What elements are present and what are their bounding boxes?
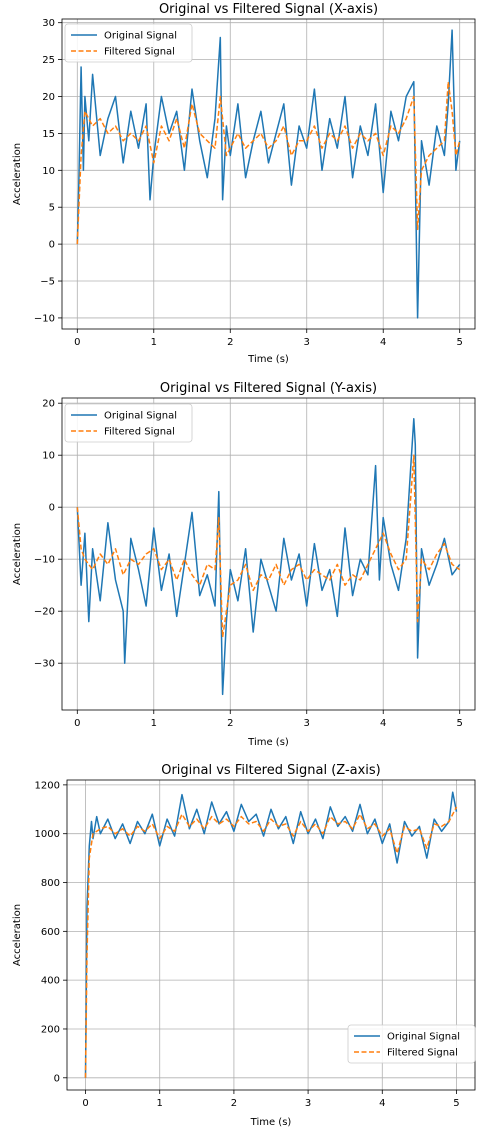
- y-tick-label: 30: [42, 18, 55, 29]
- y-tick-label: 15: [42, 129, 55, 140]
- series-line-original: [84, 791, 458, 1078]
- x-tick-label: 3: [305, 1098, 311, 1109]
- y-tick-label: 400: [41, 976, 60, 987]
- x-tick-label: 0: [74, 337, 80, 348]
- grid: [62, 398, 475, 710]
- legend-label: Original Signal: [104, 31, 177, 42]
- series-line-filtered: [84, 806, 458, 1078]
- x-tick-label: 4: [380, 337, 386, 348]
- chart-title: Original vs Filtered Signal (X-axis): [159, 2, 378, 17]
- series-line-filtered: [76, 80, 461, 245]
- legend-label: Filtered Signal: [104, 47, 175, 58]
- x-axis-label: Time (s): [247, 354, 289, 365]
- y-tick-label: 10: [42, 451, 55, 462]
- x-tick-label: 0: [82, 1098, 88, 1109]
- x-tick-label: 1: [157, 1098, 163, 1109]
- x-tick-label: 2: [227, 718, 233, 729]
- y-tick-label: 20: [42, 399, 55, 410]
- y-axis-label: Acceleration: [12, 904, 23, 966]
- x-tick-label: 5: [453, 1098, 459, 1109]
- x-tick-label: 3: [304, 718, 310, 729]
- chart-z-axis-signal: Original vs Filtered Signal (Z-axis) 0 1 2 3…: [12, 763, 476, 1128]
- x-tick-label: 2: [227, 337, 233, 348]
- x-axis-label: Time (s): [247, 737, 289, 748]
- y-tick-label: −10: [34, 313, 55, 324]
- series-line-filtered: [76, 454, 461, 638]
- legend-label: Original Signal: [387, 1032, 460, 1043]
- x-tick-label: 4: [379, 1098, 385, 1109]
- legend-box: [347, 1024, 476, 1064]
- legend-box: [64, 403, 193, 443]
- y-tick-label: 25: [42, 55, 55, 66]
- grid: [62, 19, 475, 329]
- y-tick-label: −20: [34, 607, 55, 618]
- legend: Original Signal Filtered Signal: [64, 403, 193, 443]
- legend: Original Signal Filtered Signal: [64, 23, 193, 63]
- y-tick-label: 200: [41, 1024, 60, 1035]
- y-tick-label: 1200: [35, 780, 60, 791]
- y-tick-label: −30: [34, 659, 55, 670]
- legend: Original Signal Filtered Signal: [347, 1024, 476, 1064]
- chart-title: Original vs Filtered Signal (Z-axis): [161, 763, 381, 778]
- plot-frame: [66, 779, 476, 1091]
- legend-label: Filtered Signal: [387, 1048, 458, 1059]
- y-tick-label: 600: [41, 927, 60, 938]
- series-line-original: [76, 418, 461, 696]
- y-tick-label: −10: [34, 555, 55, 566]
- y-tick-label: 20: [42, 92, 55, 103]
- x-tick-label: 0: [74, 718, 80, 729]
- chart-y-axis-signal: Original vs Filtered Signal (Y-axis) 0 1 2 3…: [12, 381, 476, 748]
- series-group: [84, 791, 458, 1078]
- x-tick-label: 2: [231, 1098, 237, 1109]
- y-tick-label: 5: [49, 203, 55, 214]
- series-line-original: [76, 29, 461, 319]
- series-group: [76, 29, 461, 319]
- x-tick-label: 5: [457, 337, 463, 348]
- y-tick-label: 0: [49, 503, 55, 514]
- y-tick-label: −5: [40, 277, 55, 288]
- y-axis-label: Acceleration: [12, 143, 23, 205]
- x-tick-label: 1: [151, 337, 157, 348]
- x-tick-label: 5: [457, 718, 463, 729]
- y-tick-label: 800: [41, 878, 60, 889]
- y-tick-label: 1000: [35, 829, 60, 840]
- chart-x-axis-signal: Original vs Filtered Signal (X-axis) 0 1 2 3…: [12, 2, 476, 365]
- y-tick-label: 0: [54, 1073, 60, 1084]
- legend-box: [64, 23, 193, 63]
- x-tick-label: 3: [304, 337, 310, 348]
- y-axis-label: Acceleration: [12, 523, 23, 585]
- series-group: [76, 418, 461, 696]
- x-tick-label: 4: [380, 718, 386, 729]
- y-tick-label: 0: [49, 240, 55, 251]
- x-tick-label: 1: [151, 718, 157, 729]
- legend-label: Filtered Signal: [104, 427, 175, 438]
- plot-frame: [61, 397, 476, 711]
- x-axis-label: Time (s): [250, 1117, 292, 1128]
- chart-title: Original vs Filtered Signal (Y-axis): [160, 381, 377, 396]
- plot-frame: [61, 18, 476, 330]
- y-tick-label: 10: [42, 166, 55, 177]
- legend-label: Original Signal: [104, 411, 177, 422]
